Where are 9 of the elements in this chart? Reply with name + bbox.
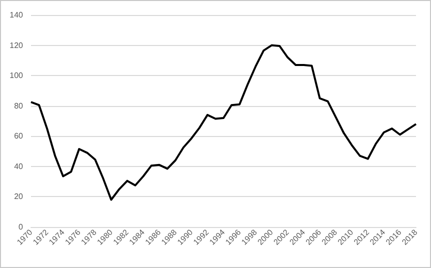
y-tick-label: 0 (18, 222, 24, 232)
y-tick-label: 80 (14, 101, 24, 110)
y-tick-label: 140 (10, 10, 24, 20)
y-tick-label: 20 (14, 192, 24, 202)
line-series (30, 44, 417, 201)
y-tick-label: 100 (10, 71, 24, 80)
y-tick-label: 120 (10, 40, 24, 50)
y-tick-label: 60 (14, 132, 24, 141)
y-tick-label: 40 (14, 162, 24, 171)
